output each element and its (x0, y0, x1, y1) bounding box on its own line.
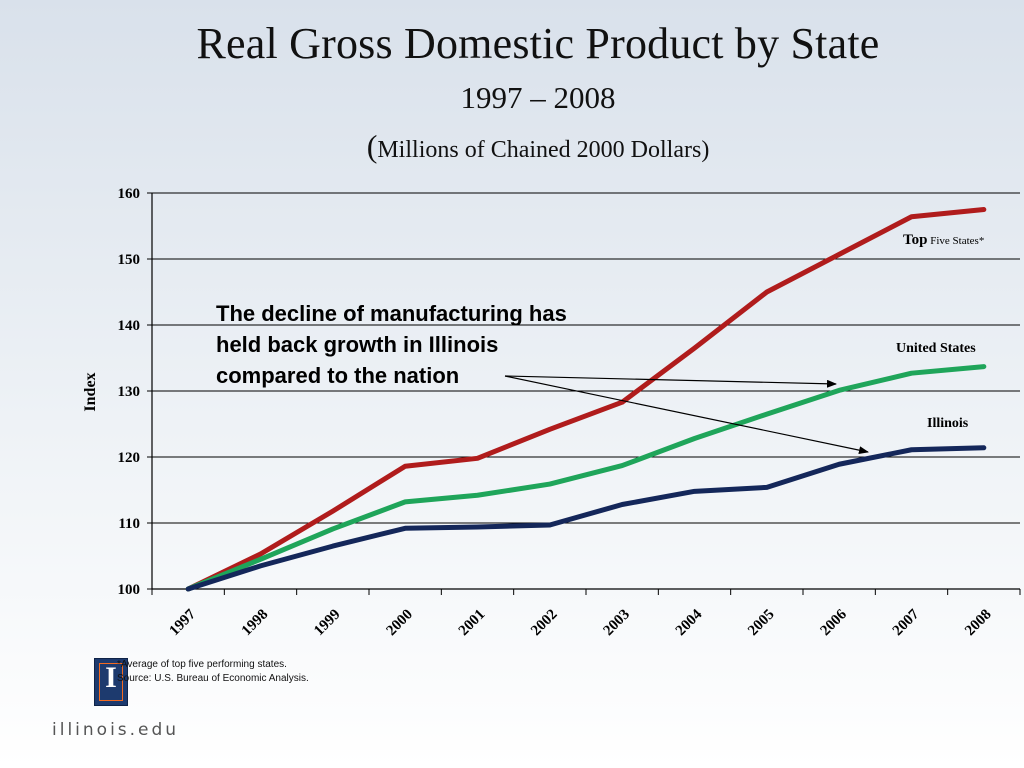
y-tick-label: 110 (118, 516, 140, 532)
site-url: illinois.edu (52, 720, 180, 740)
series-line-top-five-states (185, 207, 987, 592)
annotation-arrow-united-states (504, 375, 837, 388)
x-tick-label: 2002 (528, 607, 561, 640)
chart-subtitle: 1997 – 2008 (460, 80, 616, 115)
chart-units: (Millions of Chained 2000 Dollars) (0, 128, 1024, 165)
x-tick-label: 2003 (600, 607, 633, 640)
units-text: Millions of Chained 2000 Dollars) (377, 137, 710, 163)
chart-title: Real Gross Domestic Product by State (196, 19, 880, 68)
annotation-line-3: compared to the nation (216, 363, 460, 388)
annotation-arrow-illinois (504, 375, 869, 455)
annotation-line-2: held back growth in Illinois (216, 332, 499, 357)
logo-letter: I (105, 661, 117, 694)
y-tick-label: 100 (118, 582, 141, 598)
x-tick-label: 1999 (311, 607, 344, 640)
footnote-source: Source: U.S. Bureau of Economic Analysis… (117, 673, 309, 684)
series-label-united-states: United States (896, 341, 976, 356)
university-logo: I (94, 658, 128, 706)
y-tick-label: 150 (118, 252, 141, 268)
x-tick-label: 2006 (817, 606, 850, 639)
series-line-united-states (185, 364, 987, 592)
x-tick-label: 2005 (745, 607, 778, 640)
y-tick-label: 140 (118, 318, 141, 334)
annotation-text: The decline of manufacturing has held ba… (216, 298, 636, 391)
y-tick-label: 120 (118, 450, 141, 466)
x-tick-label: 2007 (890, 606, 923, 639)
units-open-paren: ( (366, 128, 378, 164)
y-axis-title: Index (82, 372, 99, 411)
x-tick-label: 2004 (673, 606, 706, 639)
x-tick-label: 1998 (239, 607, 272, 640)
series-line-illinois (185, 445, 987, 592)
y-tick-label: 160 (118, 186, 141, 202)
series-label-top-five-states: Top Five States* (903, 232, 984, 248)
annotation-line-1: The decline of manufacturing has (216, 301, 567, 326)
x-tick-label: 1997 (166, 606, 199, 639)
y-tick-label: 130 (118, 384, 141, 400)
x-tick-label: 2001 (456, 607, 489, 640)
logo-border (99, 663, 123, 701)
footnote-average: *Average of top five performing states. (117, 659, 287, 670)
x-tick-label: 2000 (383, 607, 416, 640)
series-label-illinois: Illinois (927, 416, 969, 431)
x-tick-label: 2008 (962, 607, 995, 640)
